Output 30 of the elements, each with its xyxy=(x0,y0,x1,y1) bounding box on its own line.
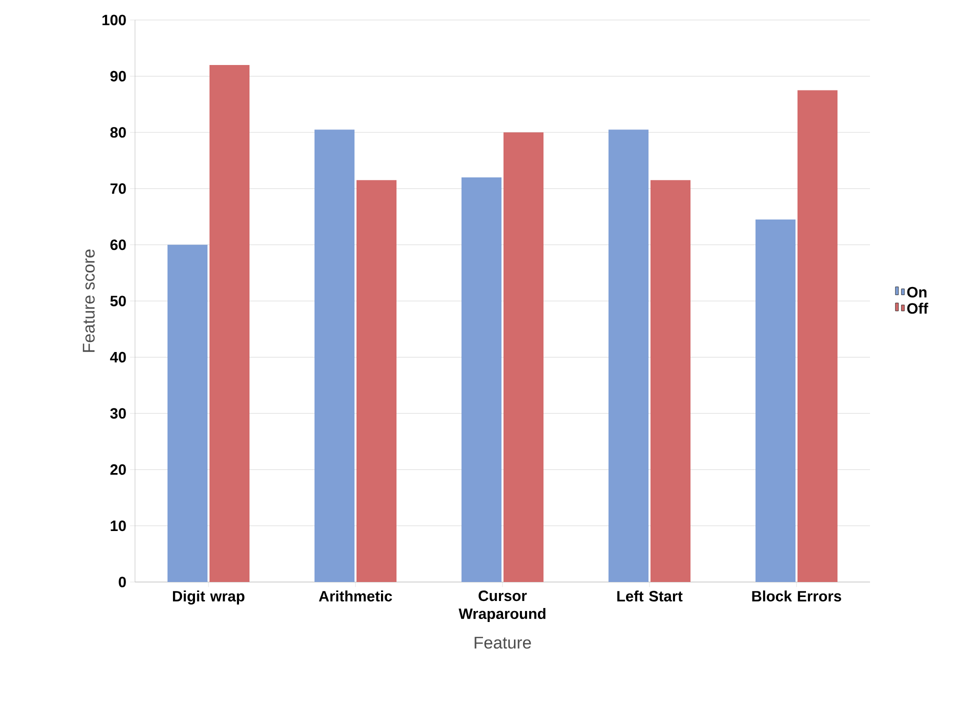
legend-label: On xyxy=(907,286,926,298)
y-tick-label: 100 xyxy=(102,14,126,26)
y-tick-label: 30 xyxy=(110,408,126,419)
bar xyxy=(210,64,250,582)
bar xyxy=(756,220,796,582)
y-axis-title: Feature score xyxy=(82,250,95,352)
legend-label: Off xyxy=(907,302,928,314)
bar xyxy=(356,180,396,582)
x-tick-label: Arithmetic xyxy=(318,590,392,602)
y-tick-label: 40 xyxy=(110,352,126,362)
x-tick-label: Digit wrap xyxy=(172,590,244,605)
y-tick-label: 10 xyxy=(110,520,126,532)
y-tick-label: 0 xyxy=(118,576,126,588)
bar xyxy=(798,90,838,582)
x-tick-label: Left Start xyxy=(617,590,683,602)
bar xyxy=(462,177,502,582)
y-tick-label: 20 xyxy=(110,464,126,475)
bar xyxy=(314,130,355,582)
x-axis-title: Feature xyxy=(474,636,531,649)
y-tick-label: 80 xyxy=(110,127,126,138)
x-tick-label: Cursor Wraparound xyxy=(458,590,546,622)
bar xyxy=(650,180,691,582)
x-tick-label: Block Errors xyxy=(752,590,842,602)
y-tick-label: 60 xyxy=(110,240,126,250)
y-tick-label: 70 xyxy=(110,183,126,194)
y-tick-label: 90 xyxy=(110,70,126,82)
bar xyxy=(504,132,544,582)
bar xyxy=(608,130,649,582)
y-tick-label: 50 xyxy=(110,296,126,306)
bar xyxy=(168,244,208,582)
